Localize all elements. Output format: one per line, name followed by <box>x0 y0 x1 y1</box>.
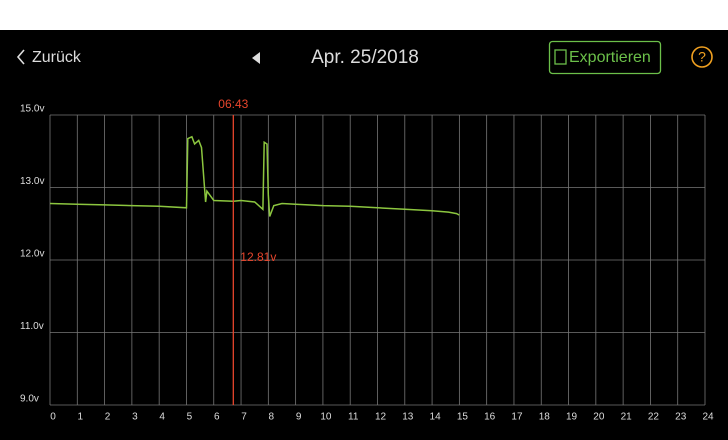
x-tick-label: 11 <box>348 412 359 423</box>
export-label[interactable]: Exportieren <box>569 49 651 66</box>
prev-day[interactable] <box>252 52 260 64</box>
date-title: Apr. 25/2018 <box>311 47 419 68</box>
x-tick-label: 5 <box>187 412 193 423</box>
export-border[interactable] <box>548 40 662 75</box>
x-tick-label: 10 <box>320 412 332 423</box>
cursor-time: 06:43 <box>218 97 248 111</box>
x-tick-label: 24 <box>702 412 714 423</box>
help-label[interactable]: ? <box>698 49 706 65</box>
back-label[interactable]: Zurück <box>32 49 82 66</box>
y-tick-label: 12.0v <box>20 249 44 260</box>
x-tick-label: 7 <box>241 412 247 423</box>
x-tick-label: 1 <box>78 412 84 423</box>
y-tick-label: 11.0v <box>20 321 44 332</box>
x-tick-label: 4 <box>159 412 165 423</box>
x-tick-label: 2 <box>105 412 111 423</box>
y-tick-label: 15.0v <box>20 104 44 115</box>
help-circle[interactable] <box>691 46 713 68</box>
y-tick-label: 13.0v <box>20 176 44 187</box>
x-tick-label: 3 <box>132 412 138 423</box>
x-tick-label: 0 <box>50 412 56 423</box>
x-tick-label: 12 <box>375 412 387 423</box>
cursor-value: 12.81v <box>240 250 276 264</box>
back-chevron <box>16 49 25 65</box>
x-tick-label: 15 <box>457 412 469 423</box>
export-button[interactable]: Exportieren <box>548 40 662 75</box>
x-tick-label: 20 <box>593 412 605 423</box>
background <box>0 30 728 440</box>
x-tick-label: 14 <box>430 412 442 423</box>
x-tick-label: 16 <box>484 412 496 423</box>
data-line <box>49 135 460 217</box>
export-icon <box>554 49 567 65</box>
x-tick-label: 19 <box>566 412 578 423</box>
status-area <box>0 0 728 30</box>
back-button[interactable]: Zurück <box>16 49 82 66</box>
x-tick-label: 9 <box>296 412 302 423</box>
x-tick-label: 17 <box>511 412 523 423</box>
x-tick-label: 8 <box>269 412 275 423</box>
x-tick-label: 22 <box>648 412 660 423</box>
help-button[interactable]: ? <box>691 46 713 68</box>
x-tick-label: 21 <box>621 412 633 423</box>
x-tick-label: 6 <box>214 412 220 423</box>
x-tick-label: 18 <box>539 412 551 423</box>
x-tick-label: 23 <box>675 412 687 423</box>
x-tick-label: 13 <box>402 412 414 423</box>
y-tick-label: 9.0v <box>20 394 39 405</box>
